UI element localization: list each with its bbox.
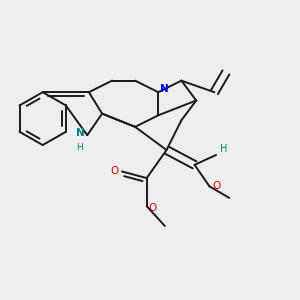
Text: N: N bbox=[160, 84, 169, 94]
Text: H: H bbox=[76, 143, 83, 152]
Text: N: N bbox=[76, 128, 84, 139]
Text: O: O bbox=[148, 203, 157, 213]
Text: O: O bbox=[110, 166, 119, 176]
Text: H: H bbox=[220, 144, 227, 154]
Text: O: O bbox=[212, 181, 220, 191]
